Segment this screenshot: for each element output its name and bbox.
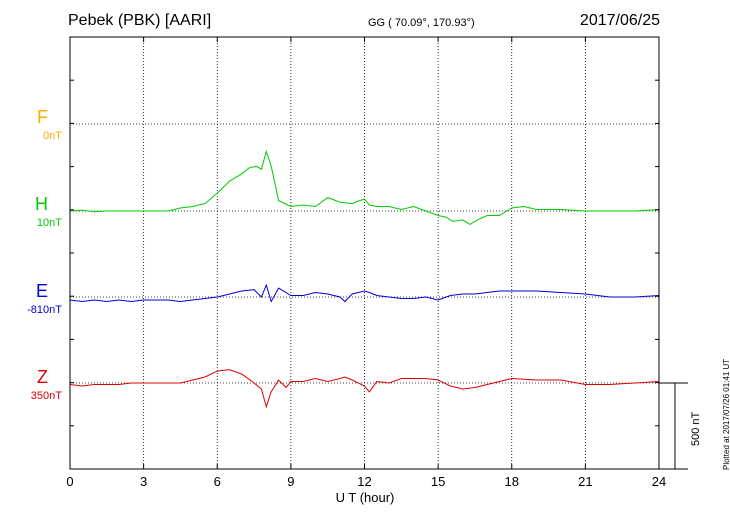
x-axis-ticks: 0 3 6 9 12 15 18 21 24 (66, 37, 666, 489)
series-line-h (69, 149, 660, 225)
channel-f-baseline: 0nT (43, 130, 62, 142)
channel-f-label: F (37, 107, 48, 127)
series-line-z (69, 369, 660, 409)
x-tick-label: 3 (140, 474, 147, 489)
coordinates-label: GG ( 70.09°, 170.93°) (368, 17, 475, 29)
x-tick-label: 15 (431, 474, 445, 489)
series-line-e (69, 283, 660, 303)
channel-e-baseline: -810nT (27, 304, 62, 316)
scale-bar-label: 500 nT (690, 411, 702, 446)
plotted-timestamp: Plotted at 2017/07/26 01:41 UT (722, 358, 730, 470)
channel-e-label: E (35, 281, 48, 301)
x-tick-label: 24 (652, 474, 666, 489)
scale-bar (659, 382, 688, 470)
chart-series (69, 149, 660, 409)
station-title: Pebek (PBK) [AARI] (68, 12, 212, 29)
x-tick-label: 9 (287, 474, 294, 489)
x-tick-label: 12 (357, 474, 371, 489)
x-tick-label: 21 (578, 474, 592, 489)
channel-z-baseline: 350nT (30, 390, 62, 402)
x-tick-label: 18 (505, 474, 519, 489)
channel-h-baseline: 10nT (36, 217, 62, 229)
x-tick-label: 0 (66, 474, 73, 489)
channel-h-label: H (35, 194, 48, 214)
chart-grid (70, 37, 659, 469)
date-label: 2017/06/25 (579, 12, 660, 29)
x-axis-label: U T (hour) (336, 490, 395, 505)
channel-z-label: Z (37, 367, 48, 387)
x-tick-label: 6 (214, 474, 221, 489)
